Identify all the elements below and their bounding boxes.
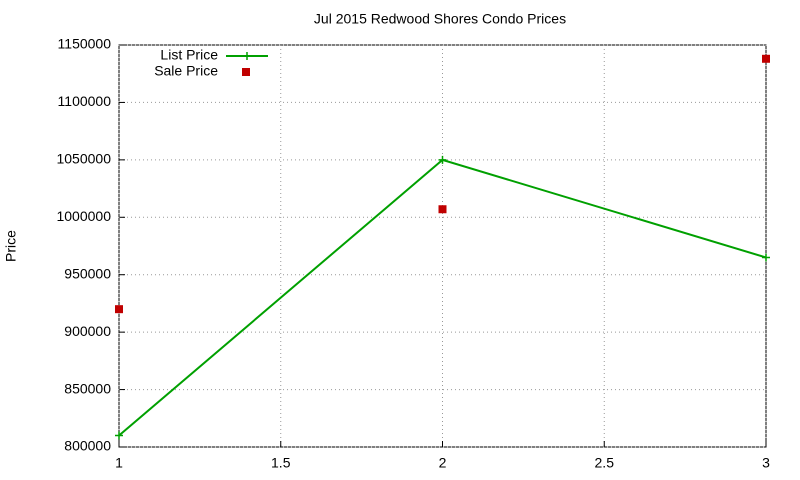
- point-marker: [115, 305, 123, 314]
- y-tick-label: 900000: [64, 323, 111, 339]
- point-marker: [762, 253, 770, 262]
- x-tick-label: 3: [762, 455, 770, 471]
- chart-title: Jul 2015 Redwood Shores Condo Prices: [314, 11, 566, 27]
- y-tick-label: 1050000: [56, 151, 111, 167]
- y-tick-label: 1100000: [58, 93, 112, 109]
- x-tick-label: 2: [439, 455, 447, 471]
- point-marker: [438, 155, 447, 164]
- y-tick-label: 950000: [64, 265, 111, 281]
- legend-marker: [242, 68, 250, 76]
- legend-marker: [243, 52, 251, 60]
- y-tick-label: 850000: [64, 380, 111, 396]
- x-tick-label: 2.5: [595, 455, 615, 471]
- legend-label: List Price: [160, 47, 218, 63]
- y-tick-label: 1000000: [56, 208, 111, 224]
- point-marker: [762, 54, 770, 63]
- point-marker: [115, 431, 123, 440]
- y-tick-label: 800000: [64, 438, 111, 454]
- legend-label: Sale Price: [154, 63, 218, 79]
- point-marker: [438, 205, 447, 214]
- x-tick-label: 1: [115, 455, 123, 471]
- x-tick-label: 1.5: [271, 455, 291, 471]
- y-axis-label: Price: [3, 230, 19, 262]
- y-tick-label: 1150000: [58, 36, 112, 52]
